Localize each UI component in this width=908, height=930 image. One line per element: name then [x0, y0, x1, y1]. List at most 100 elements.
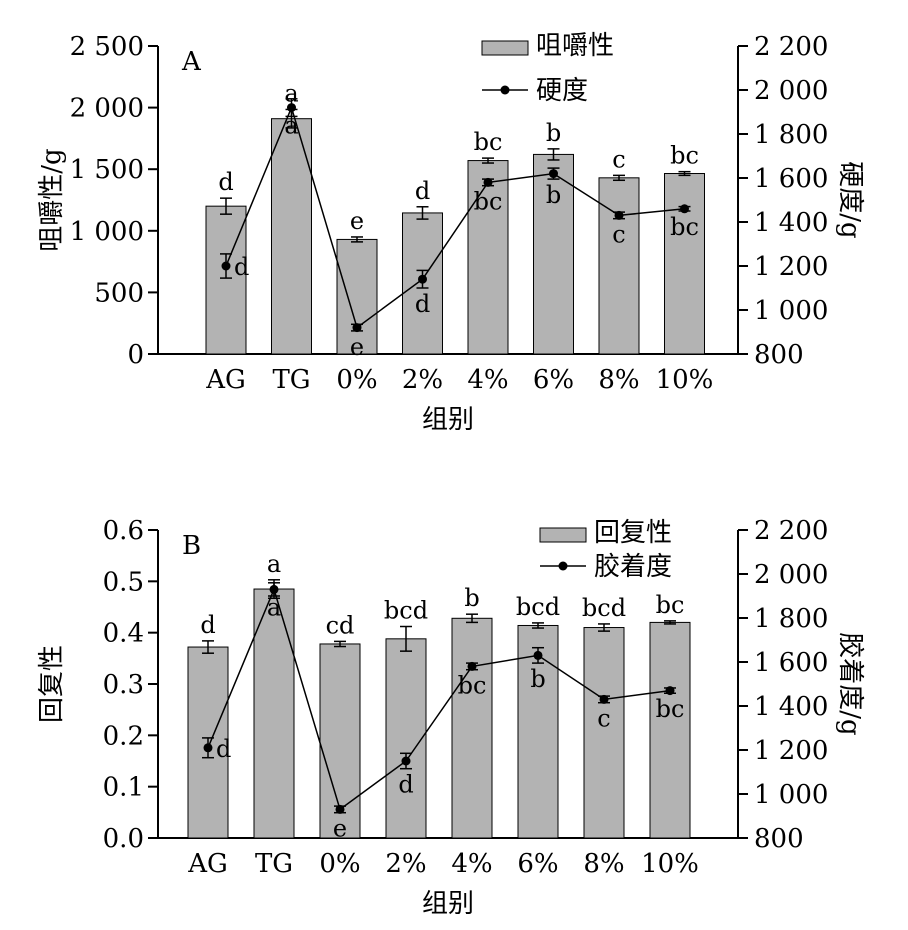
y2-tick-label: 1 200 — [754, 252, 828, 282]
data-point — [483, 177, 493, 187]
x-tick-label: 8% — [598, 365, 639, 395]
data-point — [221, 261, 231, 271]
bar — [336, 238, 378, 355]
legend-line-marker — [500, 85, 510, 95]
y-tick-label: 0.1 — [103, 773, 144, 803]
y-tick-label: 1 000 — [70, 217, 144, 247]
x-axis-title: 组别 — [422, 889, 474, 919]
bar-significance-letter: bc — [474, 128, 503, 156]
point-significance-letter: d — [216, 735, 231, 763]
y-tick-label: 2 500 — [70, 32, 144, 62]
y-axis-title: 回复性 — [37, 645, 67, 723]
bar — [649, 621, 691, 839]
data-point — [533, 650, 543, 660]
point-significance-letter: bc — [458, 672, 487, 700]
legend-bar-label: 咀嚼性 — [536, 31, 614, 61]
x-tick-label: 4% — [451, 849, 492, 879]
point-significance-letter: b — [530, 665, 545, 693]
bar — [664, 173, 705, 355]
y-tick-label: 0.6 — [103, 516, 144, 546]
bar-significance-letter: d — [415, 177, 430, 205]
y2-tick-label: 1 000 — [754, 296, 828, 326]
y2-tick-label: 2 200 — [754, 516, 828, 546]
x-axis-title: 组别 — [422, 405, 474, 435]
x-tick-label: 4% — [467, 365, 508, 395]
bar — [385, 638, 427, 839]
point-significance-letter: a — [284, 112, 298, 140]
y-tick-label: 1 500 — [70, 155, 144, 185]
y2-tick-label: 1 800 — [754, 120, 828, 150]
y-axis-title: 咀嚼性/g — [37, 148, 67, 251]
bar — [451, 617, 493, 839]
panel-label: A — [181, 47, 202, 77]
data-point — [269, 584, 279, 594]
point-significance-letter: d — [398, 771, 413, 799]
x-tick-label: 2% — [385, 849, 426, 879]
bar-significance-letter: cd — [326, 611, 355, 639]
legend-bar-swatch — [539, 527, 587, 543]
bar-significance-letter: b — [464, 584, 479, 612]
y2-tick-label: 1 200 — [754, 736, 828, 766]
point-significance-letter: bc — [670, 213, 699, 241]
bar-significance-letter: bcd — [384, 597, 428, 625]
x-tick-label: TG — [255, 849, 293, 879]
data-point — [352, 323, 362, 333]
x-tick-label: 8% — [583, 849, 624, 879]
data-point — [467, 661, 477, 671]
x-tick-label: 6% — [517, 849, 558, 879]
x-tick-label: 0% — [319, 849, 360, 879]
y-tick-label: 0.0 — [103, 824, 144, 854]
bar-significance-letter: a — [284, 79, 298, 107]
x-tick-label: 2% — [402, 365, 443, 395]
y2-tick-label: 2 200 — [754, 32, 828, 62]
bar-significance-letter: bc — [656, 591, 685, 619]
y2-axis-title: 硬度/g — [835, 161, 865, 238]
y2-tick-label: 800 — [754, 340, 804, 370]
panel-label: B — [182, 531, 201, 561]
bar-significance-letter: bcd — [582, 594, 626, 622]
y-tick-label: 0.3 — [103, 670, 144, 700]
point-significance-letter: bc — [656, 695, 685, 723]
bar-significance-letter: bc — [670, 142, 699, 170]
series-line — [207, 587, 671, 811]
y-tick-label: 2 000 — [70, 94, 144, 124]
y-tick-label: 500 — [94, 278, 144, 308]
y2-axis-title: 胶着度/g — [835, 632, 865, 735]
x-tick-label: 10% — [641, 849, 699, 879]
bar — [271, 118, 312, 355]
bar-significance-letter: b — [546, 119, 561, 147]
data-point — [599, 694, 609, 704]
y2-tick-label: 800 — [754, 824, 804, 854]
y2-tick-label: 2 000 — [754, 76, 828, 106]
bar — [467, 160, 509, 355]
data-point — [401, 756, 411, 766]
y-tick-label: 0.4 — [103, 619, 144, 649]
legend-line-marker — [558, 561, 568, 571]
x-tick-label: TG — [272, 365, 310, 395]
bar — [533, 153, 574, 355]
bar-significance-letter: d — [200, 611, 215, 639]
point-significance-letter: b — [546, 181, 561, 209]
y-tick-label: 0 — [127, 340, 144, 370]
point-significance-letter: e — [350, 333, 364, 361]
series-line — [225, 105, 685, 329]
data-point — [549, 169, 558, 179]
legend-line-label: 硬度 — [536, 76, 588, 106]
data-point — [418, 274, 427, 284]
x-tick-label: AG — [205, 365, 246, 395]
bar-significance-letter: d — [218, 168, 233, 196]
y2-tick-label: 1 600 — [754, 648, 828, 678]
bar — [583, 627, 625, 839]
y2-tick-label: 1 000 — [754, 780, 828, 810]
y2-tick-label: 1 400 — [754, 208, 828, 238]
x-tick-label: 10% — [656, 365, 714, 395]
point-significance-letter: e — [333, 815, 347, 843]
y-tick-label: 0.2 — [103, 721, 144, 751]
y2-tick-label: 1 800 — [754, 604, 828, 634]
y2-tick-label: 1 400 — [754, 692, 828, 722]
y2-tick-label: 2 000 — [754, 560, 828, 590]
data-point — [665, 686, 675, 696]
point-significance-letter: d — [415, 290, 430, 318]
bar-significance-letter: c — [612, 145, 625, 173]
